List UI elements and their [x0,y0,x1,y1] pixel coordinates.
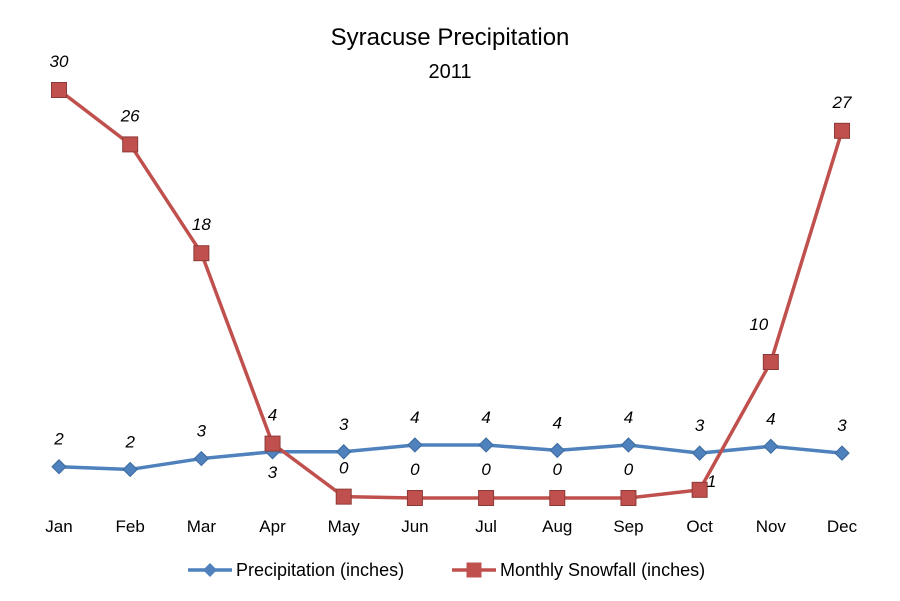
data-label: 4 [624,408,633,427]
data-label: 4 [410,408,419,427]
series-layer [51,82,850,506]
data-label: 2 [53,430,64,449]
data-point [478,490,495,506]
data-labels: 2 2 3 3 3 4 4 4 4 3 4 3 30 26 18 4 0 0 0 0 0 1 10 27 [50,52,852,491]
data-point [549,442,565,459]
x-tick-label: Apr [259,517,286,536]
data-label: 18 [192,215,211,234]
data-label: 4 [766,409,775,428]
data-point [335,488,352,505]
series-precipitation [51,437,850,478]
x-tick-label: Feb [116,517,145,536]
data-point [122,461,138,478]
data-label: 0 [624,460,634,479]
data-point [834,445,850,461]
data-point [51,459,67,475]
data-label: 4 [553,413,562,432]
data-label: 0 [481,460,491,479]
data-label: 2 [124,432,135,451]
data-label: 3 [339,415,349,434]
chart-title: Syracuse Precipitation [331,24,570,51]
legend-marker [203,563,217,577]
x-tick-label: Jan [45,517,72,536]
x-tick-label: Mar [187,517,217,536]
data-point [762,354,779,370]
data-label: 26 [120,106,140,125]
data-label: 3 [695,416,705,435]
data-point [51,82,67,98]
series-line [58,443,843,472]
x-tick-label: May [328,517,361,536]
x-tick-label: Sep [613,517,643,536]
series-line [57,88,844,500]
legend-label: Precipitation (inches) [236,560,404,580]
data-point [406,490,423,506]
data-label: 1 [707,472,716,491]
data-point [620,490,637,506]
data-point [264,435,281,452]
x-tick-label: Dec [827,517,858,536]
data-label: 4 [268,406,277,425]
data-point [407,437,423,453]
data-point [691,445,708,461]
data-label: 27 [832,93,852,112]
chart-subtitle: 2011 [428,61,471,83]
data-point [691,481,708,498]
data-point [834,122,850,139]
x-tick-label: Aug [542,517,572,536]
legend-item: Precipitation (inches) [188,560,404,580]
data-point [478,437,494,453]
data-label: 30 [50,52,69,71]
legend: Precipitation (inches) Monthly Snowfall (… [188,560,705,580]
x-tick-label: Oct [686,517,713,536]
x-tick-label: Jun [401,517,428,536]
data-point [549,490,566,506]
data-label: 0 [339,459,349,478]
x-tick-label: Nov [756,517,787,536]
x-axis-tick-labels: Jan Feb Mar Apr May Jun Jul Aug Sep Oct Nov Dec [45,517,857,536]
data-point [620,437,637,453]
legend-item: Monthly Snowfall (inches) [452,560,705,580]
x-tick-label: Jul [475,517,497,536]
data-point [193,450,210,467]
data-label: 0 [410,460,420,479]
data-label: 0 [553,460,563,479]
data-label: 3 [197,422,207,441]
data-label: 4 [481,408,490,427]
data-point [193,245,210,262]
data-label: 3 [837,416,847,435]
series-snowfall [51,82,850,506]
data-label: 3 [268,463,278,482]
legend-label: Monthly Snowfall (inches) [500,560,705,580]
data-point [336,444,352,460]
data-point [122,136,139,153]
legend-marker [466,562,482,578]
data-point [763,438,779,455]
data-label: 10 [749,315,768,334]
